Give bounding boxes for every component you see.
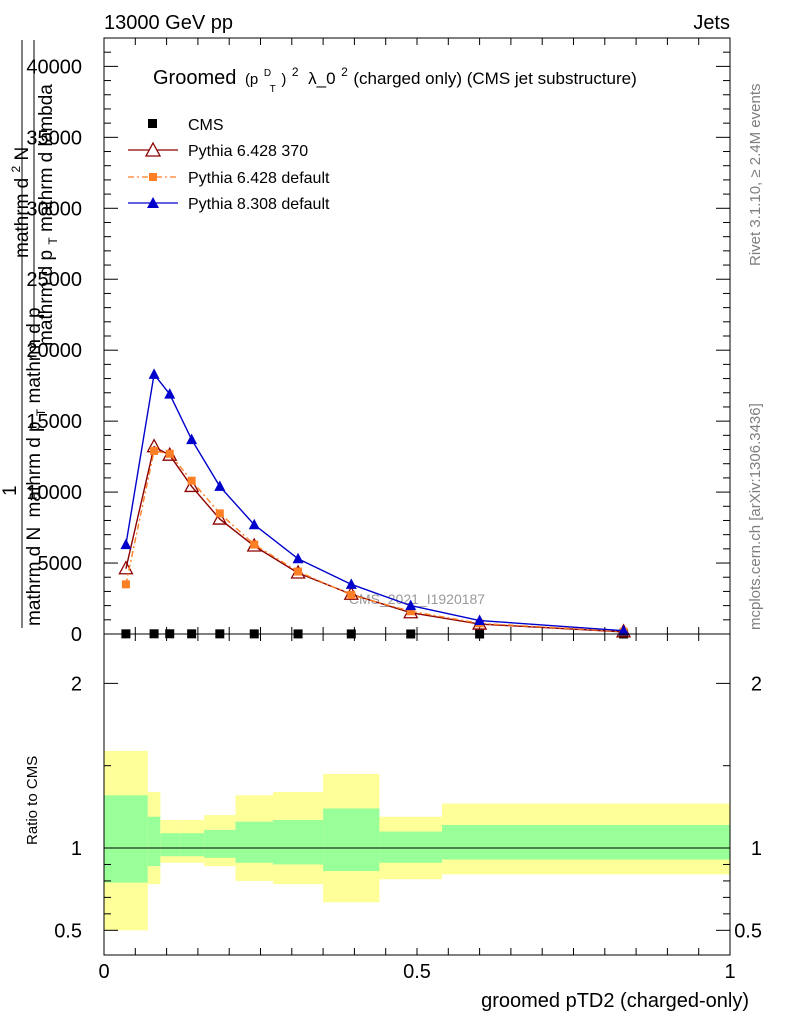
watermark: CMS_2021_I1920187 bbox=[349, 591, 485, 607]
py8-default-point bbox=[474, 614, 486, 626]
title-prefix: Groomed bbox=[153, 67, 236, 89]
main-y-ticks: 0 5000 10000 15000 20000 25000 30000 35000 40000 bbox=[26, 51, 730, 646]
x-tick-label: 0 bbox=[98, 961, 109, 983]
ratio-y-tick-label-right: 0.5 bbox=[734, 920, 762, 942]
legend-marker-py8-default bbox=[147, 197, 159, 208]
ratio-y-tick-label: 0.5 bbox=[54, 920, 82, 942]
py6-default-point bbox=[187, 476, 196, 485]
ratio-y-axis-label: Ratio to CMS bbox=[24, 756, 41, 845]
legend-label-py8-default: Pythia 8.308 default bbox=[188, 196, 330, 213]
ylabel-outer-bottom: mathrm d N mathrm d p T mathrm d p bbox=[24, 307, 50, 626]
ratio-y-ticks: 0.5 0.5 1 1 2 2 bbox=[54, 673, 762, 942]
py6-default-point bbox=[250, 540, 259, 549]
ratio-inner-band bbox=[273, 820, 324, 865]
ylabel-frac-bottom: mathrm d p T mathrm d lambda bbox=[36, 84, 62, 346]
main-y-tick-label: 30000 bbox=[26, 198, 82, 220]
x-tick-label: 1 bbox=[724, 961, 735, 983]
ratio-inner-band bbox=[160, 833, 180, 857]
py8-default-point bbox=[214, 480, 226, 491]
legend-marker-cms bbox=[148, 119, 157, 128]
main-y-tick-label: 15000 bbox=[26, 411, 82, 433]
ratio-bands bbox=[104, 750, 730, 931]
ratio-inner-band bbox=[147, 816, 161, 867]
ratio-inner-band bbox=[442, 824, 730, 860]
py8-default-point bbox=[618, 624, 630, 636]
ylabel-one: 1 bbox=[0, 485, 21, 496]
title-sup-d: D bbox=[264, 68, 271, 79]
title-open: (p bbox=[245, 71, 258, 88]
x-axis-label: groomed pTD2 (charged-only) bbox=[481, 990, 749, 1012]
py8-default-point bbox=[405, 599, 417, 611]
py8-default-point bbox=[186, 433, 198, 445]
py8-default-point bbox=[164, 388, 176, 399]
title-close: ) bbox=[281, 71, 286, 88]
main-y-tick-label: 25000 bbox=[26, 269, 82, 291]
legend-marker-py6-370 bbox=[144, 141, 162, 157]
py8-default-point bbox=[345, 578, 357, 589]
plot-title: Groomed (p D T ) 2 λ_0 2 (charged only) … bbox=[153, 59, 637, 97]
ratio-inner-band bbox=[323, 808, 380, 872]
py6-default-point bbox=[150, 446, 159, 455]
ratio-inner-band bbox=[104, 795, 148, 883]
title-suffix: (charged only) (CMS jet substructure) bbox=[353, 69, 636, 88]
py6-default-point bbox=[347, 590, 356, 599]
py6-default-point bbox=[294, 567, 303, 576]
legend-marker-py6-default bbox=[149, 173, 157, 181]
legend: CMS Pythia 6.428 370 Pythia 6.428 defaul… bbox=[128, 117, 330, 213]
title-exp: 2 bbox=[292, 65, 299, 79]
main-y-tick-label: 40000 bbox=[26, 56, 82, 78]
py8-default-point bbox=[248, 518, 260, 530]
py8-default-point bbox=[148, 368, 160, 379]
side-rivet-label: Rivet 3.1.10, ≥ 2.4M events bbox=[747, 84, 764, 267]
py6-default-point bbox=[165, 449, 174, 458]
main-y-tick-label: 10000 bbox=[26, 482, 82, 504]
ratio-panel-frame bbox=[103, 633, 731, 956]
title-lambda: λ_0 bbox=[308, 69, 335, 88]
ratio-y-tick-label-right: 2 bbox=[751, 673, 762, 695]
main-panel: 0 5000 10000 15000 20000 25000 30000 35000 40000… bbox=[26, 37, 731, 646]
ratio-panel: 0.5 0.51 12 2 0 0.5 1 Ratio to CMS groomed pT… bbox=[24, 633, 762, 1012]
title-exp-b: 2 bbox=[341, 65, 348, 79]
main-y-axis-label: mathrm d 2 N mathrm d p T mathrm d lambd… bbox=[0, 40, 62, 628]
header-right: Jets bbox=[693, 12, 730, 34]
main-y-tick-label: 20000 bbox=[26, 340, 82, 362]
py8-default-point bbox=[292, 552, 304, 564]
main-y-tick-label: 5000 bbox=[38, 553, 83, 575]
py6-default-point bbox=[215, 509, 224, 518]
py8-default-point bbox=[120, 538, 132, 550]
ylabel-frac-top: mathrm d 2 N bbox=[4, 147, 33, 258]
ratio-inner-band bbox=[379, 831, 443, 863]
side-mcplots-label: mcplots.cern.ch [arXiv:1306.3436] bbox=[747, 403, 764, 630]
main-y-tick-label: 0 bbox=[71, 624, 82, 646]
ratio-x-ticks: 0 0.5 1 bbox=[98, 634, 736, 983]
ratio-y-tick-label: 1 bbox=[71, 838, 82, 860]
legend-label-cms: CMS bbox=[188, 117, 224, 134]
main-y-tick-label: 35000 bbox=[26, 127, 82, 149]
x-tick-label: 0.5 bbox=[403, 961, 431, 983]
legend-label-py6-default: Pythia 6.428 default bbox=[188, 170, 330, 187]
svg-text:Groomed (p D: Groomed (p D T ) 2 λ_0 2 (charged only) … bbox=[153, 59, 637, 97]
ratio-inner-band bbox=[204, 829, 236, 858]
legend-label-py6-370: Pythia 6.428 370 bbox=[188, 143, 308, 160]
header-left: 13000 GeV pp bbox=[104, 12, 233, 34]
ratio-inner-band bbox=[235, 821, 274, 863]
py6-default-point bbox=[121, 580, 130, 589]
ratio-inner-band bbox=[179, 833, 205, 857]
series-line bbox=[125, 372, 624, 632]
ratio-y-tick-label: 2 bbox=[71, 673, 82, 695]
py6-default-point bbox=[406, 607, 415, 616]
ratio-y-tick-label-right: 1 bbox=[751, 838, 762, 860]
py6-370-point bbox=[212, 510, 228, 525]
title-sub-t: T bbox=[270, 84, 276, 95]
